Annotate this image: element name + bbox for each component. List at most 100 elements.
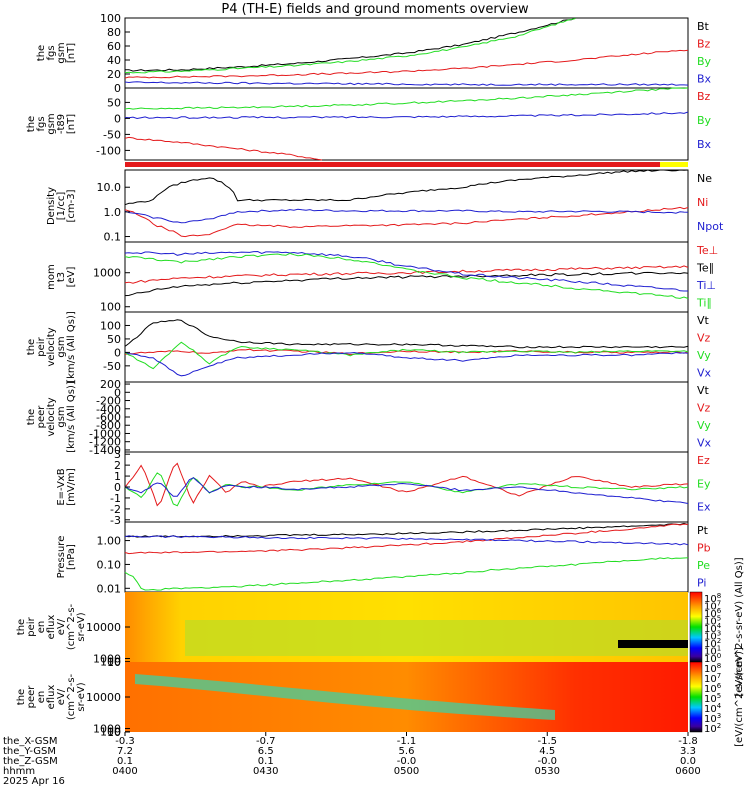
y-label-line: sr-eV)	[76, 682, 87, 711]
series-Pb	[124, 523, 689, 555]
colorbar-tick: 103	[704, 712, 721, 725]
y-label-line: [cm-3]	[66, 189, 77, 222]
legend-entry: Bt	[697, 20, 710, 33]
series-Vy	[124, 341, 689, 370]
colorbar-gradient	[689, 661, 703, 733]
y-tick-label: 0	[114, 386, 121, 399]
panel-frame	[124, 87, 689, 161]
y-tick-label: 0.10	[97, 558, 122, 571]
series-Te∥	[124, 271, 689, 297]
x-tick-label: 5.6	[399, 746, 415, 757]
x-row-label: the_X-GSM	[3, 736, 57, 747]
legend-entry: Pt	[697, 524, 709, 537]
panel-frame	[124, 521, 689, 593]
y-ticks-density: 0.1 1.0 10.0	[97, 181, 130, 244]
y-tick-label: 100	[100, 319, 121, 332]
x-row-label: hhmm	[3, 766, 35, 777]
legend-entry: Te⊥	[696, 244, 718, 257]
y-label-line: the	[36, 45, 47, 61]
legend-entry: Bz	[697, 38, 711, 51]
series-By	[124, 87, 689, 110]
colorbar-tick: 107	[704, 672, 721, 685]
y-tick-label: 50	[107, 96, 121, 109]
y-tick-label: 0.1	[104, 231, 122, 244]
y-label-line: sr-eV)	[76, 612, 87, 641]
series-By	[124, 18, 576, 74]
y-tick-label: 20	[107, 68, 121, 81]
y-tick-label: 10.0	[97, 181, 122, 194]
x-row-label: the_Y-GSM	[3, 746, 56, 757]
y-label-pressure: Pressure [nPa]	[56, 536, 77, 579]
x-tick-label: -0.3	[115, 736, 135, 747]
x-row-label: 2025 Apr 16	[3, 776, 65, 787]
y-label-line: the	[26, 409, 37, 425]
y-label-line: the	[16, 689, 27, 705]
y-label-line: [1/cc]	[56, 192, 67, 221]
y-tick-label: 0	[114, 82, 121, 95]
y-tick-label: 10	[107, 726, 121, 739]
y-label-temperature: mom t3 [eV]	[46, 264, 77, 290]
x-tick-label: -0.7	[256, 736, 276, 747]
series-Vt	[124, 319, 689, 349]
series-Bx	[124, 81, 689, 86]
y-label-line: en	[36, 691, 47, 704]
y-label-line: peer	[26, 685, 37, 709]
heatmap-band	[185, 620, 688, 656]
y-tick-label: 40	[107, 54, 121, 67]
y-label-line: (cm^2-s-	[66, 603, 77, 650]
y-label-line: gsm	[56, 406, 67, 427]
y-tick-label: -1400	[89, 444, 121, 457]
x-tick-label: 0530	[535, 766, 560, 777]
colorbar-tick: 106	[704, 682, 722, 695]
series-Pe	[124, 557, 689, 591]
x-tick-label: -1.1	[397, 736, 417, 747]
y-tick-label: 1.00	[97, 535, 122, 548]
series-Vx	[124, 351, 689, 377]
y-tick-label: -2	[110, 503, 121, 516]
y-label-line: en	[36, 621, 47, 634]
series-Bt	[124, 17, 576, 72]
legend-density: Ne Ni Npot	[697, 172, 724, 233]
x-tick-label: 0.1	[117, 756, 133, 767]
y-tick-label: -1	[110, 492, 121, 505]
y-label-density: Density [1/cc] [cm-3]	[46, 187, 77, 225]
y-tick-label: 1000	[93, 267, 121, 280]
legend-fgs-dipole: Bz By Bx	[697, 90, 712, 151]
legend-entry: Pe	[697, 559, 710, 572]
colorbar-tick: 107	[704, 600, 721, 613]
y-tick-label: 100	[100, 656, 121, 669]
y-label-line: fgs	[36, 116, 47, 131]
y-ticks-fgs-dipole: -100 -50 0 50	[96, 96, 130, 157]
y-tick-label: 100	[100, 301, 121, 314]
y-label-line: eV/	[56, 618, 67, 635]
chart-title: P4 (TH-E) fields and ground moments over…	[221, 2, 529, 17]
legend-entry: By	[697, 55, 712, 68]
y-tick-label: 200	[100, 378, 121, 391]
y-tick-label: 50	[107, 333, 121, 346]
y-tick-label: -400	[96, 403, 121, 416]
panel-frame	[124, 381, 689, 453]
y-tick-label: 10	[107, 656, 121, 669]
x-tick-label: 3.3	[680, 746, 696, 757]
panel-density: 0.1 1.0 10.0 Density [1/cc] [cm-3] Ne Ni Npot	[46, 169, 724, 244]
y-tick-label: -1000	[89, 427, 121, 440]
legend-entry: Vx	[697, 367, 712, 380]
status-bar	[125, 162, 688, 167]
legend-entry: Ex	[697, 501, 711, 514]
legend-entry: Npot	[697, 220, 724, 233]
y-tick-label: -600	[96, 411, 121, 424]
y-label-line: [eV]	[66, 267, 77, 288]
y-label-line: [nPa]	[66, 544, 77, 570]
y-tick-label: -50	[103, 360, 121, 373]
series-Ti∥	[124, 252, 689, 299]
y-tick-label: -50	[103, 128, 121, 141]
x-tick-label: -0.0	[537, 756, 557, 767]
y-tick-label: 1000	[93, 723, 121, 736]
y-label-line: peir	[26, 616, 37, 636]
